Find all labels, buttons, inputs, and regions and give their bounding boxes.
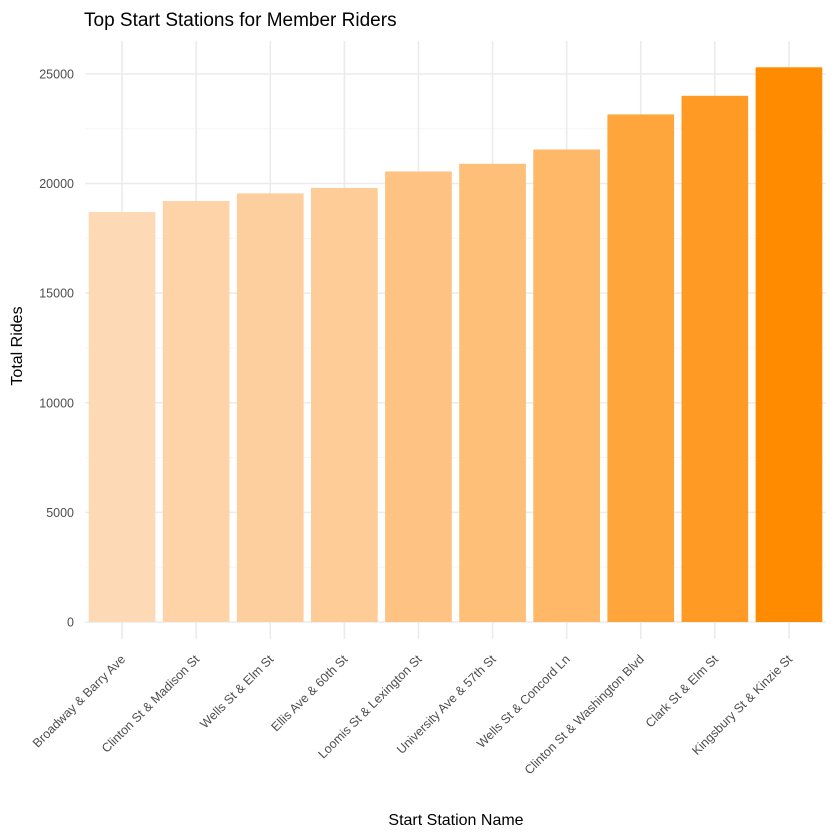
- bar: [236, 193, 304, 622]
- bar: [88, 212, 156, 622]
- bar: [533, 149, 600, 623]
- y-tick-label: 10000: [39, 396, 74, 410]
- x-axis-title: Start Station Name: [388, 812, 523, 829]
- bar: [162, 201, 230, 623]
- y-axis-title: Total Rides: [9, 306, 26, 385]
- y-tick-label: 15000: [39, 287, 74, 301]
- bar: [459, 163, 526, 622]
- x-tick-label: Clark St & Elm St: [643, 652, 722, 731]
- bar: [607, 114, 675, 622]
- y-tick-label: 25000: [39, 67, 74, 81]
- y-tick-label: 0: [67, 616, 74, 630]
- chart-title: Top Start Stations for Member Riders: [84, 10, 397, 31]
- bar: [385, 171, 452, 622]
- y-tick-label: 20000: [39, 177, 74, 191]
- x-tick-label: Wells St & Elm St: [197, 652, 276, 731]
- x-tick-label: Ellis Ave & 60th St: [269, 652, 351, 734]
- bars: [88, 67, 823, 623]
- bar: [755, 67, 823, 623]
- y-axis-ticks: 0 5000 10000 15000 20000 25000: [39, 67, 74, 629]
- x-tick-label: Clinton St & Washington Blvd: [522, 652, 647, 777]
- y-tick-label: 5000: [46, 506, 74, 520]
- bar: [311, 187, 378, 622]
- bar: [681, 95, 749, 623]
